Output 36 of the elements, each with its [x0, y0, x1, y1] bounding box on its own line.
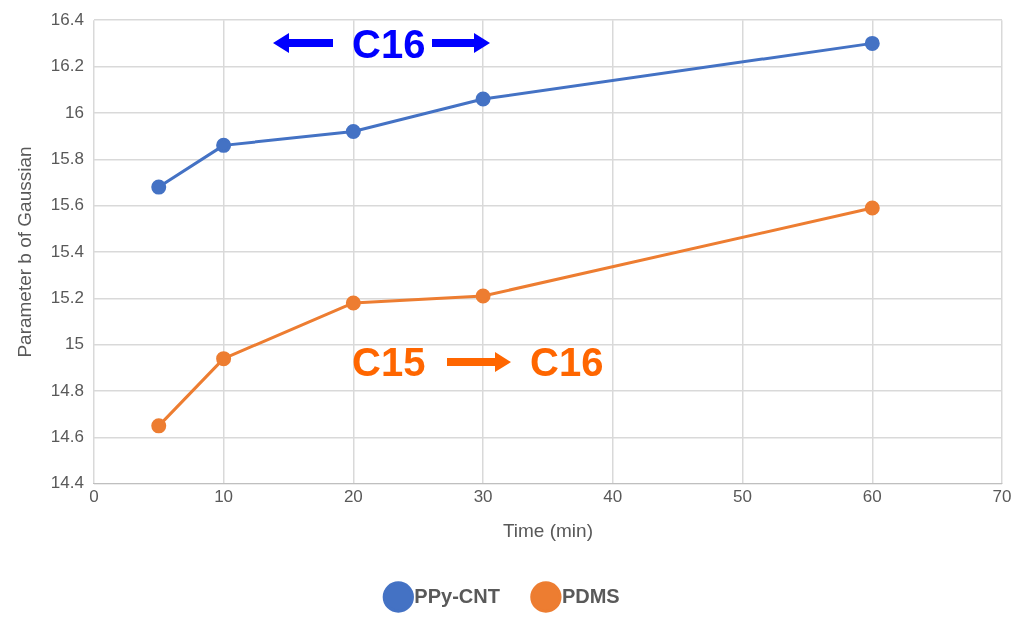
x-tick-label: 30: [473, 486, 493, 506]
y-axis-title: Parameter b of Gaussian: [13, 146, 35, 358]
y-tick-label: 15.8: [50, 148, 84, 168]
x-tick-label: 10: [214, 486, 234, 506]
x-tick-label: 70: [992, 486, 1012, 506]
y-tick-label: 14.6: [50, 427, 84, 447]
point: [216, 137, 232, 153]
annotation: C16: [352, 22, 426, 66]
annotation: C15: [352, 340, 426, 384]
x-tick-label: 40: [603, 486, 623, 506]
annotation: C16: [530, 340, 604, 384]
point: [345, 295, 361, 311]
y-tick-label: 15.4: [50, 241, 84, 261]
y-tick-label: 14.8: [50, 380, 84, 400]
point: [216, 351, 232, 367]
x-tick-label: 60: [862, 486, 882, 506]
y-tick-label: 16.2: [50, 56, 84, 76]
y-tick-label: 16: [64, 102, 84, 122]
x-tick-label: 50: [733, 486, 752, 506]
x-axis-title: Time (min): [502, 519, 593, 541]
point: [864, 200, 880, 216]
legend-label: PDMS: [561, 584, 620, 607]
point: [345, 123, 361, 139]
legend-label: PPy-CNT: [414, 584, 500, 607]
point: [475, 91, 491, 107]
x-tick-label: 20: [343, 486, 363, 506]
point: [151, 418, 167, 434]
y-tick-label: 15: [64, 334, 84, 354]
point: [864, 35, 880, 51]
y-tick-label: 15.2: [50, 288, 84, 308]
y-tick-label: 15.6: [50, 195, 84, 215]
y-tick-label: 16.4: [50, 9, 84, 29]
point: [475, 288, 491, 304]
y-tick-label: 14.4: [50, 473, 84, 493]
x-tick-label: 0: [89, 486, 99, 506]
point: [151, 179, 167, 195]
